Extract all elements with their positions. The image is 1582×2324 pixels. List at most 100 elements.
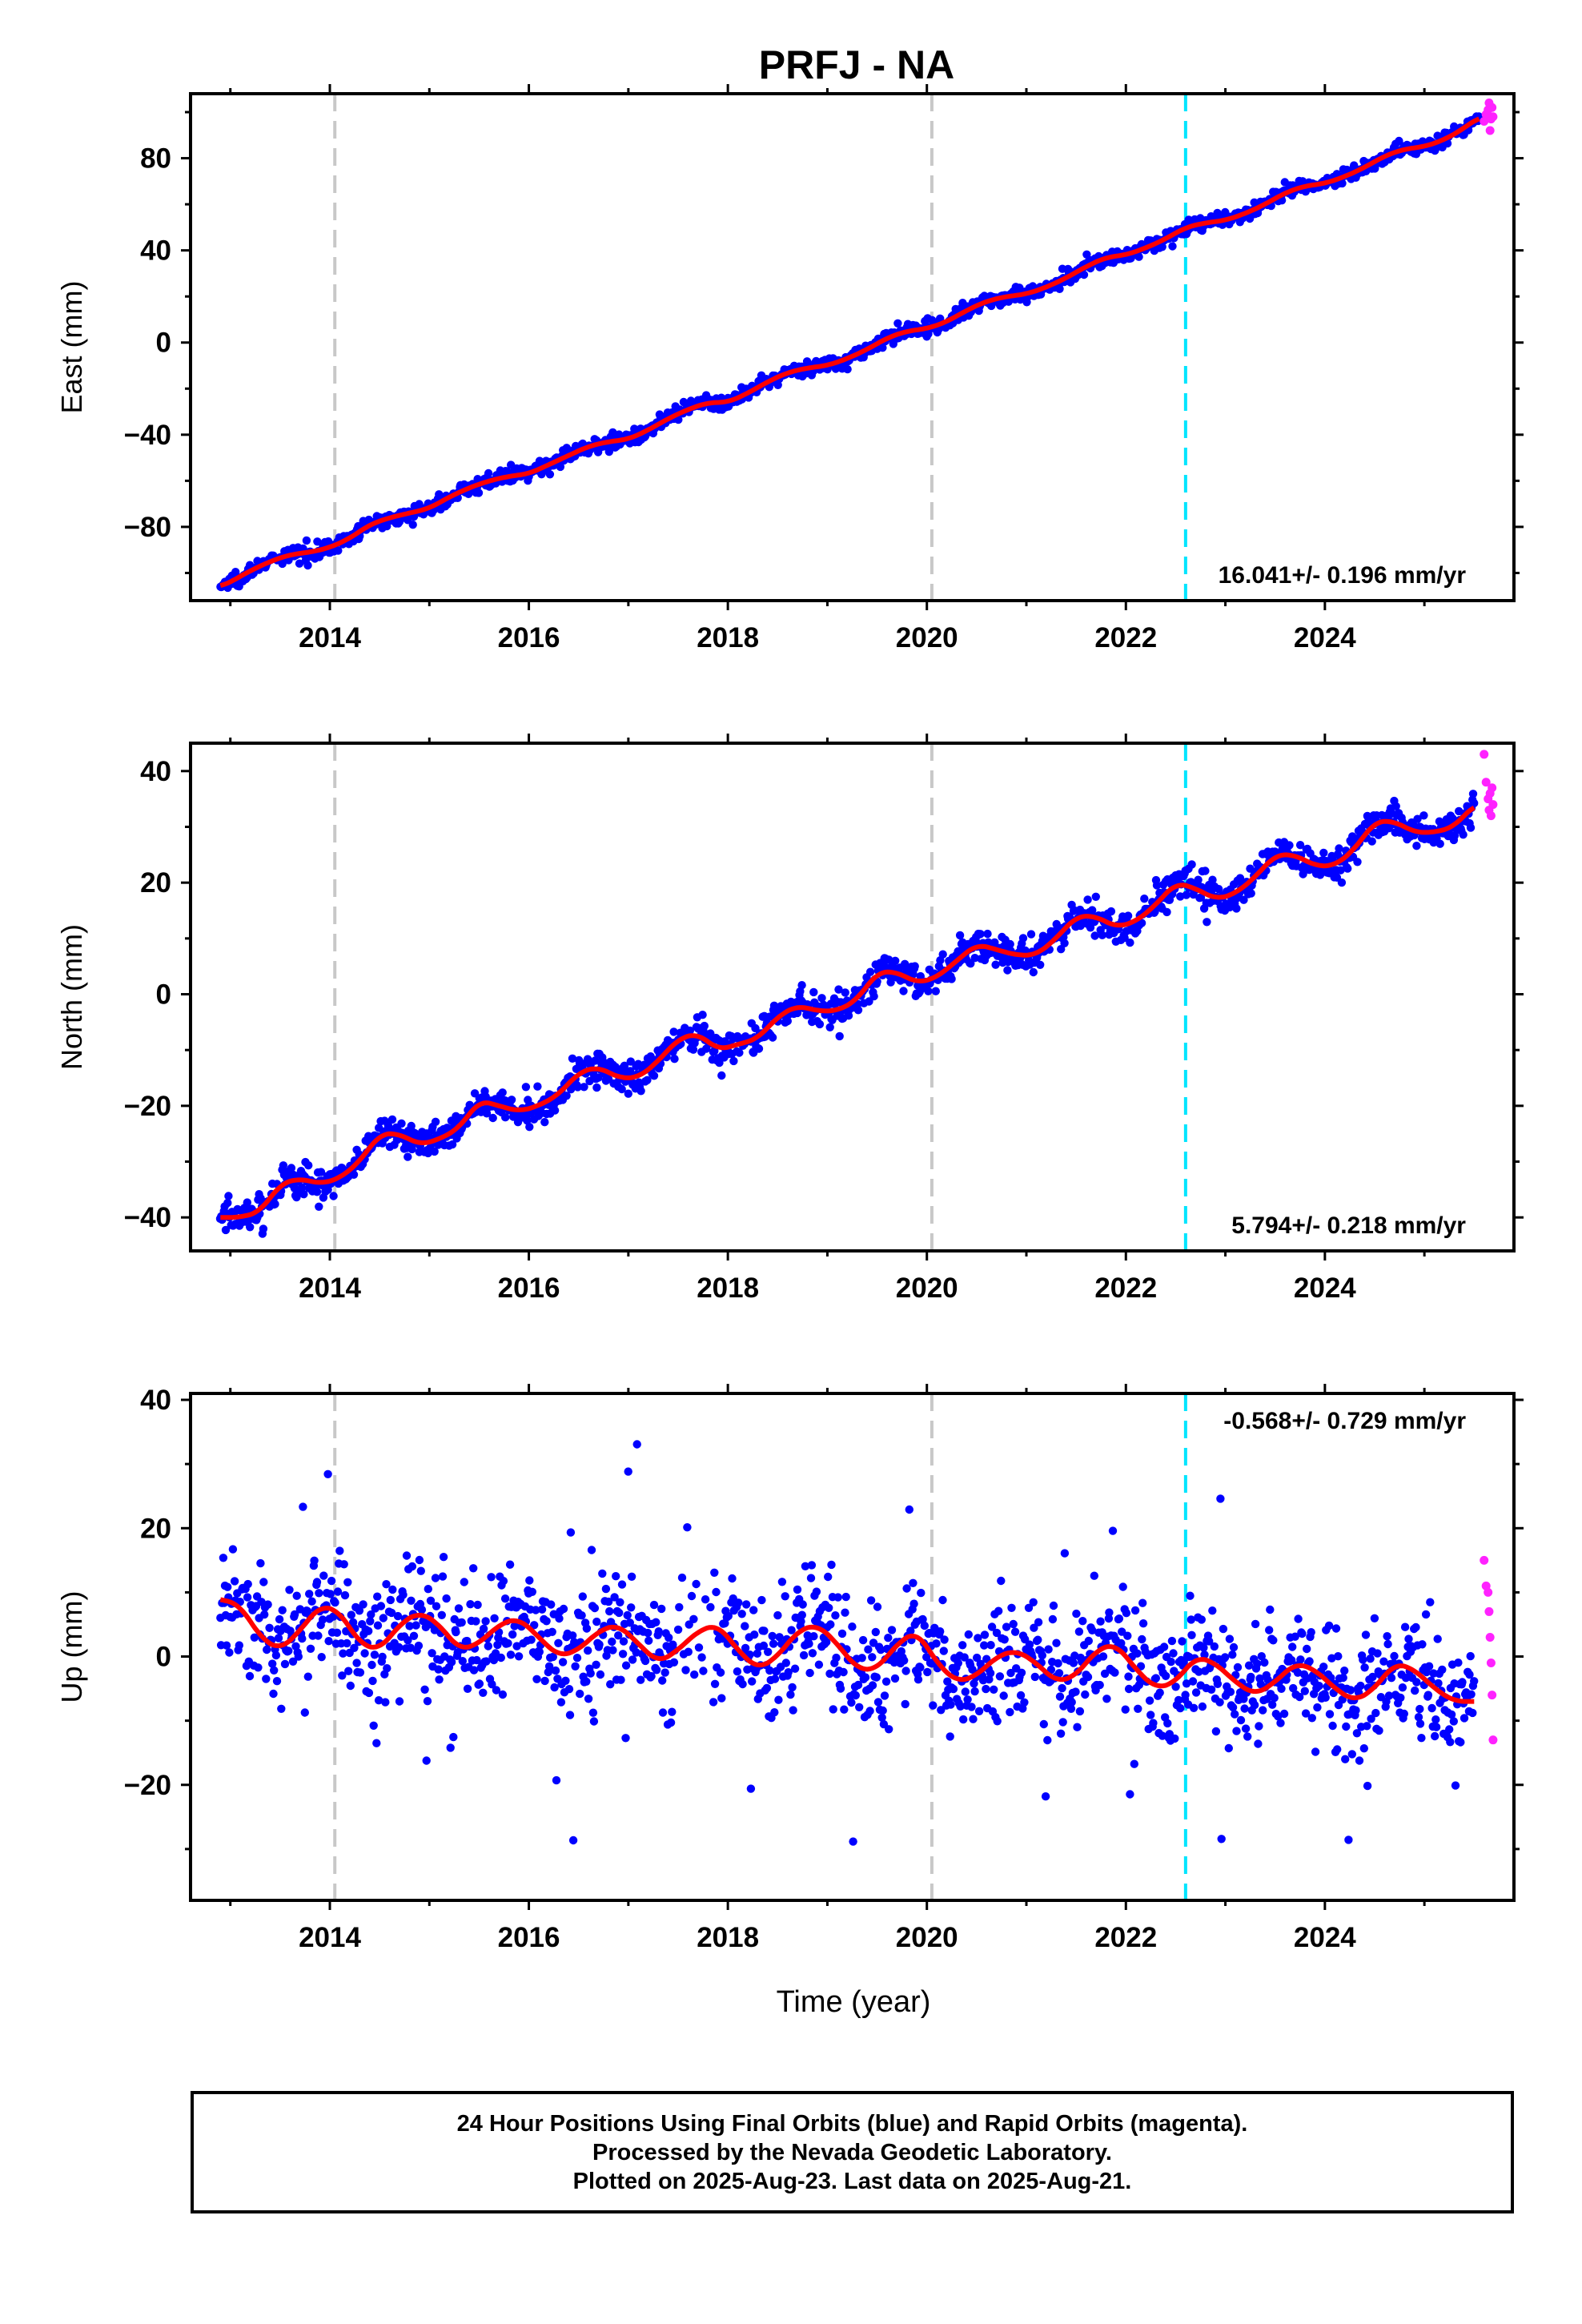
data-point-final xyxy=(901,1667,910,1675)
data-point-final xyxy=(1024,1603,1034,1613)
data-point-final xyxy=(649,1600,659,1610)
data-point-final xyxy=(1328,1721,1337,1731)
data-point-final xyxy=(1423,1691,1433,1699)
data-point-final xyxy=(288,1657,298,1666)
data-point-final xyxy=(808,1649,817,1658)
data-point-final xyxy=(510,1622,519,1630)
data-point-final xyxy=(986,1641,995,1650)
y-axis-label-up: Up (mm) xyxy=(55,1591,88,1703)
data-point-final xyxy=(970,1687,979,1696)
data-point-final xyxy=(484,1642,492,1651)
data-point-final xyxy=(527,1635,536,1644)
data-point-final xyxy=(265,1623,274,1633)
data-point-final xyxy=(964,1630,974,1639)
data-point-final xyxy=(1241,1724,1251,1733)
data-point-final xyxy=(1123,911,1133,920)
data-point-final xyxy=(961,1687,970,1696)
data-point-final xyxy=(1368,1672,1377,1682)
data-point-final xyxy=(1344,1835,1353,1844)
data-point-final xyxy=(689,1045,698,1054)
data-point-final xyxy=(1266,1605,1275,1614)
data-point-final xyxy=(256,1558,265,1568)
data-point-final xyxy=(1226,1687,1235,1696)
data-point-final xyxy=(521,1083,531,1092)
data-point-final xyxy=(839,1667,848,1677)
data-point-final xyxy=(405,1622,414,1630)
data-point-final xyxy=(1458,1678,1467,1687)
data-point-final xyxy=(1182,1679,1191,1688)
data-point-final xyxy=(310,1556,319,1566)
data-point-final xyxy=(1106,907,1116,916)
data-point-final xyxy=(223,1582,232,1591)
data-point-final xyxy=(1210,1642,1219,1651)
data-point-final xyxy=(873,1602,882,1611)
data-point-final xyxy=(689,1614,698,1624)
data-point-final xyxy=(1270,1694,1279,1703)
data-point-final xyxy=(1195,1667,1203,1676)
data-point-final xyxy=(872,1673,881,1682)
data-point-final xyxy=(1303,1644,1311,1654)
data-point-final xyxy=(414,1641,424,1651)
data-point-final xyxy=(829,1705,837,1714)
data-point-final xyxy=(1417,1734,1426,1743)
data-point-final xyxy=(748,1677,757,1686)
data-point-final xyxy=(584,1646,592,1655)
data-point-final xyxy=(1188,1677,1198,1686)
data-point-final xyxy=(1083,1672,1093,1682)
data-point-final xyxy=(1296,1655,1305,1664)
data-point-final xyxy=(1375,1726,1383,1735)
data-point-final xyxy=(781,1659,790,1667)
data-point-final xyxy=(592,1083,601,1092)
data-point-final xyxy=(587,1546,596,1554)
data-point-rapid xyxy=(1488,783,1497,793)
data-point-final xyxy=(717,1694,726,1703)
data-point-rapid xyxy=(1484,1606,1494,1616)
data-point-final xyxy=(1203,918,1211,927)
data-point-final xyxy=(670,1055,679,1063)
data-point-final xyxy=(958,1641,967,1650)
data-point-final xyxy=(661,1668,669,1677)
data-point-final xyxy=(1216,1494,1225,1503)
data-point-final xyxy=(551,1666,560,1675)
data-point-final xyxy=(474,489,484,497)
data-point-final xyxy=(1179,1658,1188,1667)
data-point-final xyxy=(1041,1792,1050,1801)
data-point-final xyxy=(959,1715,968,1724)
data-point-final xyxy=(1006,1668,1015,1678)
data-point-final xyxy=(407,1596,416,1606)
data-point-final xyxy=(1108,1526,1118,1535)
data-point-final xyxy=(235,1641,243,1650)
x-tick-label: 2016 xyxy=(498,1273,560,1304)
data-point-final xyxy=(1288,1642,1297,1651)
data-point-final xyxy=(636,1675,645,1684)
data-point-final xyxy=(1265,1626,1274,1634)
data-point-final xyxy=(568,1631,577,1640)
data-point-final xyxy=(1124,1684,1134,1694)
data-point-final xyxy=(1319,1663,1328,1671)
data-point-final xyxy=(571,1662,580,1671)
data-point-final xyxy=(1159,1642,1169,1651)
data-point-final xyxy=(368,1676,377,1686)
data-point-final xyxy=(621,1661,631,1670)
data-point-final xyxy=(742,1600,751,1609)
data-point-final xyxy=(479,1688,488,1697)
data-point-final xyxy=(803,1631,812,1640)
data-point-final xyxy=(1228,1703,1238,1712)
y-tick-label: −40 xyxy=(124,420,171,451)
data-point-final xyxy=(381,1698,390,1707)
data-point-rapid xyxy=(1488,1691,1497,1700)
data-point-final xyxy=(913,1675,923,1684)
data-point-final xyxy=(271,1200,279,1208)
data-point-final xyxy=(1158,1731,1167,1740)
data-point-final xyxy=(1217,1835,1226,1844)
data-point-final xyxy=(559,1604,568,1614)
data-point-final xyxy=(878,1706,887,1715)
data-point-final xyxy=(473,1600,482,1610)
data-point-final xyxy=(833,1593,842,1602)
data-point-final xyxy=(1052,1638,1061,1647)
data-point-final xyxy=(373,1592,382,1601)
data-point-final xyxy=(909,1599,918,1608)
data-point-final xyxy=(865,1707,874,1715)
data-point-final xyxy=(974,1634,982,1642)
data-point-final xyxy=(1269,1636,1278,1645)
